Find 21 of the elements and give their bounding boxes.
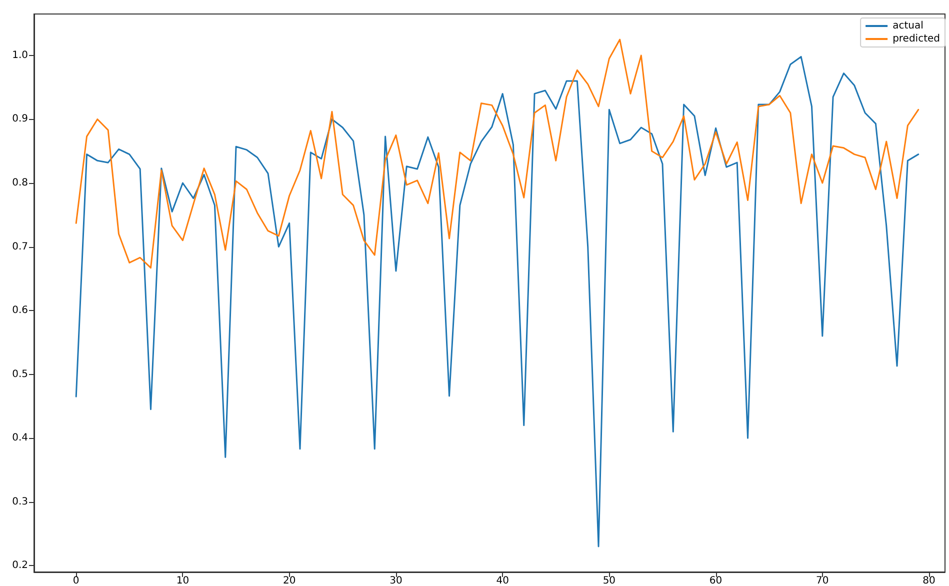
y-tick-label: 0.8 [12, 177, 28, 188]
y-tick-label: 0.2 [12, 560, 28, 572]
x-tick-label: 60 [709, 576, 722, 586]
y-tick-label: 1.0 [12, 50, 28, 61]
x-tick-label: 0 [72, 576, 80, 586]
x-tick-label: 80 [922, 576, 936, 586]
line-series [75, 56, 920, 548]
y-tick-label: 0.4 [12, 432, 28, 444]
x-tick-label: 10 [176, 576, 190, 586]
y-tick-label: 0.9 [12, 114, 28, 125]
y-tick-label: 0.7 [12, 241, 28, 252]
y-tick-label: 0.3 [12, 496, 28, 508]
legend-label: predicted [892, 34, 940, 44]
legend-label: actual [892, 20, 924, 32]
x-tick-label: 20 [282, 576, 296, 586]
y-tick-label: 0.6 [12, 305, 28, 316]
x-tick-label: 30 [390, 576, 402, 586]
y-tick-label: 0.5 [12, 368, 28, 380]
x-tick-label: 40 [496, 576, 509, 586]
x-tick-label: 50 [602, 576, 616, 586]
x-tick-label: 70 [816, 576, 829, 586]
